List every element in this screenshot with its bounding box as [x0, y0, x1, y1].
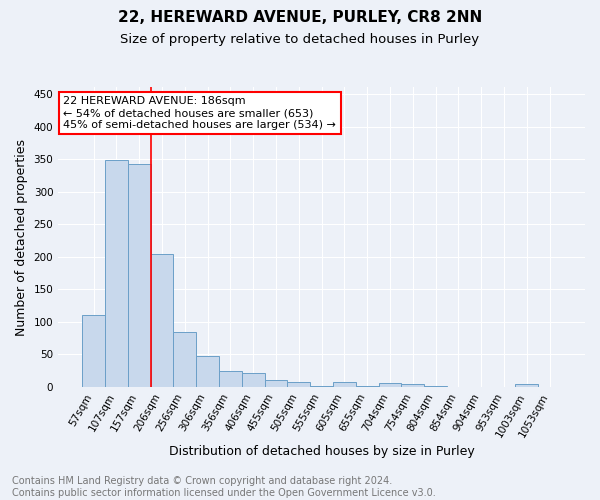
- Bar: [356, 386, 379, 387]
- Bar: [515, 384, 538, 387]
- Bar: [151, 254, 173, 387]
- Text: Size of property relative to detached houses in Purley: Size of property relative to detached ho…: [121, 32, 479, 46]
- Bar: [310, 386, 333, 387]
- Bar: [128, 164, 151, 387]
- Bar: [401, 384, 424, 387]
- Bar: [105, 160, 128, 387]
- X-axis label: Distribution of detached houses by size in Purley: Distribution of detached houses by size …: [169, 444, 475, 458]
- Text: 22, HEREWARD AVENUE, PURLEY, CR8 2NN: 22, HEREWARD AVENUE, PURLEY, CR8 2NN: [118, 10, 482, 25]
- Bar: [379, 383, 401, 387]
- Bar: [173, 332, 196, 387]
- Bar: [265, 380, 287, 387]
- Text: Contains HM Land Registry data © Crown copyright and database right 2024.
Contai: Contains HM Land Registry data © Crown c…: [12, 476, 436, 498]
- Bar: [242, 372, 265, 387]
- Bar: [424, 386, 447, 387]
- Y-axis label: Number of detached properties: Number of detached properties: [15, 138, 28, 336]
- Bar: [333, 382, 356, 387]
- Text: 22 HEREWARD AVENUE: 186sqm
← 54% of detached houses are smaller (653)
45% of sem: 22 HEREWARD AVENUE: 186sqm ← 54% of deta…: [64, 96, 337, 130]
- Bar: [287, 382, 310, 387]
- Bar: [196, 356, 219, 387]
- Bar: [219, 370, 242, 387]
- Bar: [82, 316, 105, 387]
